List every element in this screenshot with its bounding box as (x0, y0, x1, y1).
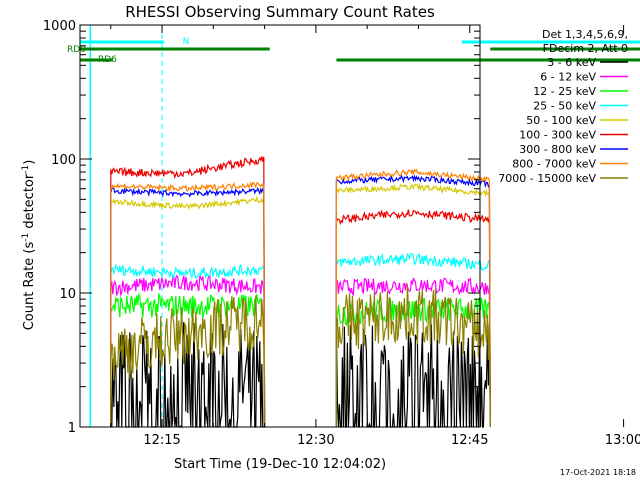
x-axis-label: Start Time (19-Dec-10 12:04:02) (174, 457, 386, 472)
flag-label-n: N (183, 37, 190, 47)
series-line-3 (110, 252, 491, 428)
x-tick-label: 13:00 (605, 433, 640, 448)
legend-entry-label: 50 - 100 keV (526, 114, 596, 127)
legend-entry-label: 3 - 6 keV (547, 56, 596, 69)
x-tick-label: 12:15 (143, 433, 180, 448)
y-tick-label: 1 (68, 421, 76, 436)
flag-label-rd6: RD6 (98, 55, 117, 65)
series-line-8 (110, 284, 491, 428)
legend-entry-label: 100 - 300 keV (519, 129, 596, 142)
flag-label-rd0: RD0 (67, 45, 86, 55)
series-line-1 (110, 274, 491, 428)
timestamp: 17-Oct-2021 18:18 (560, 468, 636, 477)
flag-bars: N RD0 RD6 (67, 25, 640, 427)
legend-entry-label: 12 - 25 keV (533, 85, 596, 98)
plot-lines (110, 156, 491, 429)
series-line-4 (110, 183, 491, 428)
series-line-7 (110, 168, 491, 428)
legend-entry-label: 25 - 50 keV (533, 100, 596, 113)
legend-header: Det 1,3,4,5,6,9, (542, 28, 628, 41)
y-tick-label: 100 (51, 153, 76, 168)
series-line-5 (110, 156, 491, 428)
legend-header: FDecim 2, Att 0 (543, 42, 628, 55)
legend-entry-label: 800 - 7000 keV (512, 158, 596, 171)
legend: Det 1,3,4,5,6,9,FDecim 2, Att 03 - 6 keV… (498, 28, 628, 185)
series-line-0 (110, 321, 491, 429)
plot-frame (79, 24, 481, 428)
series-line-2 (110, 292, 491, 428)
y-tick-label: 10 (59, 287, 76, 302)
x-tick-label: 12:30 (297, 433, 334, 448)
y-tick-label: 1000 (43, 19, 76, 34)
y-axis-label: Count Rate (s-1 detector-1) (21, 160, 37, 331)
legend-entry-label: 300 - 800 keV (519, 143, 596, 156)
series-line-6 (110, 174, 491, 428)
legend-entry-label: 6 - 12 keV (540, 71, 596, 84)
chart-title: RHESSI Observing Summary Count Rates (125, 3, 435, 21)
x-tick-label: 12:45 (451, 433, 488, 448)
legend-entry-label: 7000 - 15000 keV (498, 172, 596, 185)
